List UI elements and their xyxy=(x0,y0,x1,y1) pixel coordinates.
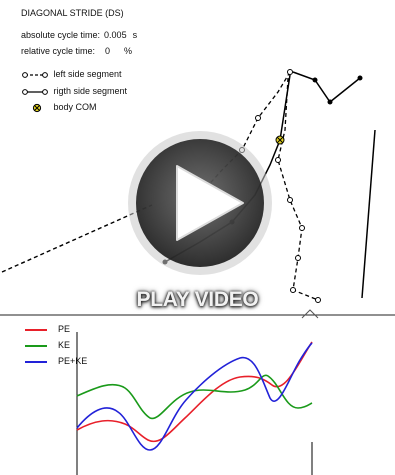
legend-com: body COM xyxy=(28,102,97,113)
page-title: DIAGONAL STRIDE (DS) xyxy=(21,8,124,18)
legend-left-segment: left side segment xyxy=(21,69,122,80)
play-video-label[interactable]: PLAY VIDEO xyxy=(136,288,259,311)
ski-pole-left xyxy=(1,204,153,273)
right-arm-segment xyxy=(292,71,361,104)
total-swatch xyxy=(25,361,47,363)
absolute-cycle-time-unit: s xyxy=(132,30,138,40)
relative-cycle-time-value: 0 xyxy=(105,46,111,56)
solid-segment-icon xyxy=(22,88,48,95)
com-icon xyxy=(32,103,42,112)
ke-curve xyxy=(76,374,313,420)
absolute-cycle-time-label: absolute cycle time: xyxy=(21,30,101,40)
pe-curve xyxy=(76,341,313,443)
relative-cycle-time-unit: % xyxy=(124,46,133,56)
legend-left-label: left side segment xyxy=(53,69,122,79)
energy-legend-ke-label: KE xyxy=(58,340,71,350)
body-com-marker xyxy=(275,135,285,145)
left-leg-segment xyxy=(277,77,319,301)
ski-pole-right xyxy=(361,129,376,299)
dashed-segment-icon xyxy=(22,71,48,78)
legend-right-segment: rigth side segment xyxy=(21,86,127,97)
legend-right-label: rigth side segment xyxy=(53,86,128,96)
relative-cycle-time-label: relative cycle time: xyxy=(21,46,96,56)
absolute-cycle-time: absolute cycle time: 0.005 s xyxy=(21,30,137,41)
total-curve xyxy=(76,342,313,451)
play-icon xyxy=(176,165,244,241)
pe-swatch xyxy=(25,329,47,331)
ke-swatch xyxy=(25,345,47,347)
play-video-button[interactable] xyxy=(125,128,275,278)
energy-legend-pe-label: PE xyxy=(58,324,71,334)
legend-com-label: body COM xyxy=(53,102,97,112)
absolute-cycle-time-value: 0.005 xyxy=(104,30,127,40)
energy-legend-total-label: PE+KE xyxy=(58,356,88,366)
relative-cycle-time: relative cycle time: 0% xyxy=(21,46,132,57)
boot-marker xyxy=(301,309,319,319)
